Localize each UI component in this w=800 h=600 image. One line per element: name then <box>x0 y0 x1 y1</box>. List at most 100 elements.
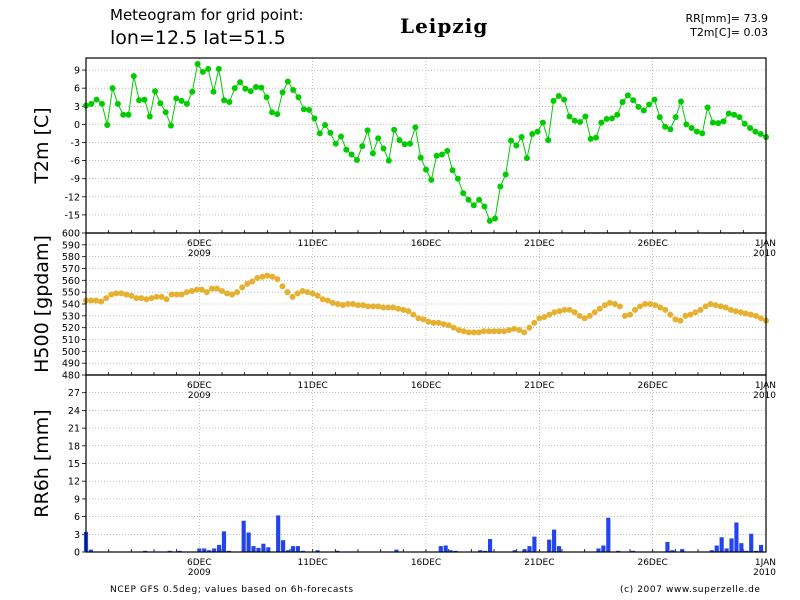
geopotential-point <box>103 295 110 302</box>
temperature-point <box>215 65 222 72</box>
geopotential-point <box>647 301 654 307</box>
y-tick-label: -9 <box>71 174 80 185</box>
geopotential-point <box>219 287 225 294</box>
temperature-point <box>476 196 483 203</box>
temperature-point <box>566 113 573 120</box>
temperature-point <box>704 104 711 111</box>
y-tick-label: -15 <box>64 210 80 221</box>
temperature-point <box>561 96 568 103</box>
geopotential-point <box>108 291 115 298</box>
y-tick-label: 6 <box>74 84 80 95</box>
geopotential-point <box>521 329 528 336</box>
precip-bar <box>596 548 601 552</box>
y-tick-label: 3 <box>74 102 80 113</box>
geopotential-point <box>657 304 664 311</box>
geopotential-point <box>642 301 649 307</box>
temperature-point <box>258 84 265 91</box>
temperature-point <box>173 95 180 102</box>
precip-bar <box>256 547 261 552</box>
temperature-point <box>412 124 419 131</box>
precip-bar <box>512 550 517 552</box>
temperature-point <box>210 88 217 95</box>
geopotential-point <box>536 315 543 322</box>
temperature-point <box>449 167 456 174</box>
y-tick-label: 21 <box>68 424 80 435</box>
geopotential-point <box>722 304 729 311</box>
precip-bar <box>241 520 246 552</box>
geopotential-point <box>747 311 754 318</box>
y-tick-label: 540 <box>62 300 80 311</box>
temperature-point <box>693 128 700 135</box>
y-tick-label: 550 <box>62 288 80 299</box>
temperature-point <box>311 115 318 122</box>
temperature-point <box>152 88 159 95</box>
geopotential-point <box>148 295 155 302</box>
geopotential-point <box>339 302 346 309</box>
geopotential-point <box>757 315 764 322</box>
temperature-point <box>199 68 206 75</box>
y-tick-label: 560 <box>62 276 80 287</box>
geopotential-point <box>571 309 578 316</box>
geopotential-point <box>289 293 296 300</box>
temperature-point <box>523 155 530 162</box>
temperature-point <box>757 131 764 138</box>
precip-bar <box>724 548 729 552</box>
y-tick-label: 12 <box>68 477 80 488</box>
geopotential-point <box>355 302 361 309</box>
temperature-point <box>353 156 360 163</box>
x-tick-label: 16DEC <box>411 558 441 568</box>
footer-copyright: (c) 2007 www.superzelle.de <box>620 585 761 595</box>
geopotential-point <box>662 306 669 313</box>
geopotential-point <box>128 292 135 299</box>
geopotential-point <box>491 328 497 335</box>
precip-bar <box>261 543 266 552</box>
temperature-point <box>385 157 392 164</box>
geopotential-point <box>606 299 613 306</box>
temperature-point <box>656 114 663 121</box>
precip-bar <box>734 522 739 552</box>
precip-bar <box>394 549 399 552</box>
temperature-point <box>396 137 403 144</box>
precip-bar <box>714 545 719 552</box>
precip-bar <box>729 538 734 552</box>
geopotential-point <box>118 290 125 297</box>
temperature-point <box>104 121 111 128</box>
temperature-point <box>741 120 748 127</box>
footer-data-source: NCEP GFS 0.5deg; values based on 6h-fore… <box>110 585 354 595</box>
y-tick-label: 500 <box>62 347 80 358</box>
geopotential-point <box>213 285 220 292</box>
temperature-point <box>423 166 429 173</box>
geopotential-point <box>460 328 467 335</box>
temperature-point <box>226 99 233 106</box>
temperature-point <box>593 134 599 141</box>
temperature-point <box>444 147 451 154</box>
geopotential-point <box>435 319 442 326</box>
temperature-point <box>162 109 169 116</box>
temperature-point <box>550 97 557 104</box>
geopotential-point <box>380 304 387 311</box>
geopotential-point <box>203 289 210 296</box>
temperature-point <box>364 127 371 134</box>
geopotential-point <box>586 312 593 319</box>
x-tick-label: 21DEC <box>524 381 554 391</box>
temperature-point <box>194 61 201 68</box>
temperature-point <box>539 119 546 126</box>
x-tick-label: 11DEC <box>297 381 327 391</box>
temperature-point <box>582 113 589 120</box>
geopotential-point <box>193 286 200 293</box>
x-tick-label: 1JAN <box>755 558 776 568</box>
y-tick-label: 580 <box>62 252 80 263</box>
y-tick-label: 3 <box>74 530 80 541</box>
precip-bar <box>438 546 443 552</box>
geopotential-point <box>596 305 603 312</box>
geopotential-point <box>692 309 699 316</box>
temperature-point <box>460 190 467 197</box>
y-tick-label: 27 <box>68 388 80 399</box>
temperature-point <box>98 100 105 107</box>
geopotential-point <box>279 283 286 290</box>
y-tick-label: -3 <box>71 138 80 149</box>
precip-bar <box>680 549 685 552</box>
temperature-point <box>242 85 249 92</box>
temperature-point <box>630 97 637 104</box>
temperature-point <box>120 111 127 118</box>
